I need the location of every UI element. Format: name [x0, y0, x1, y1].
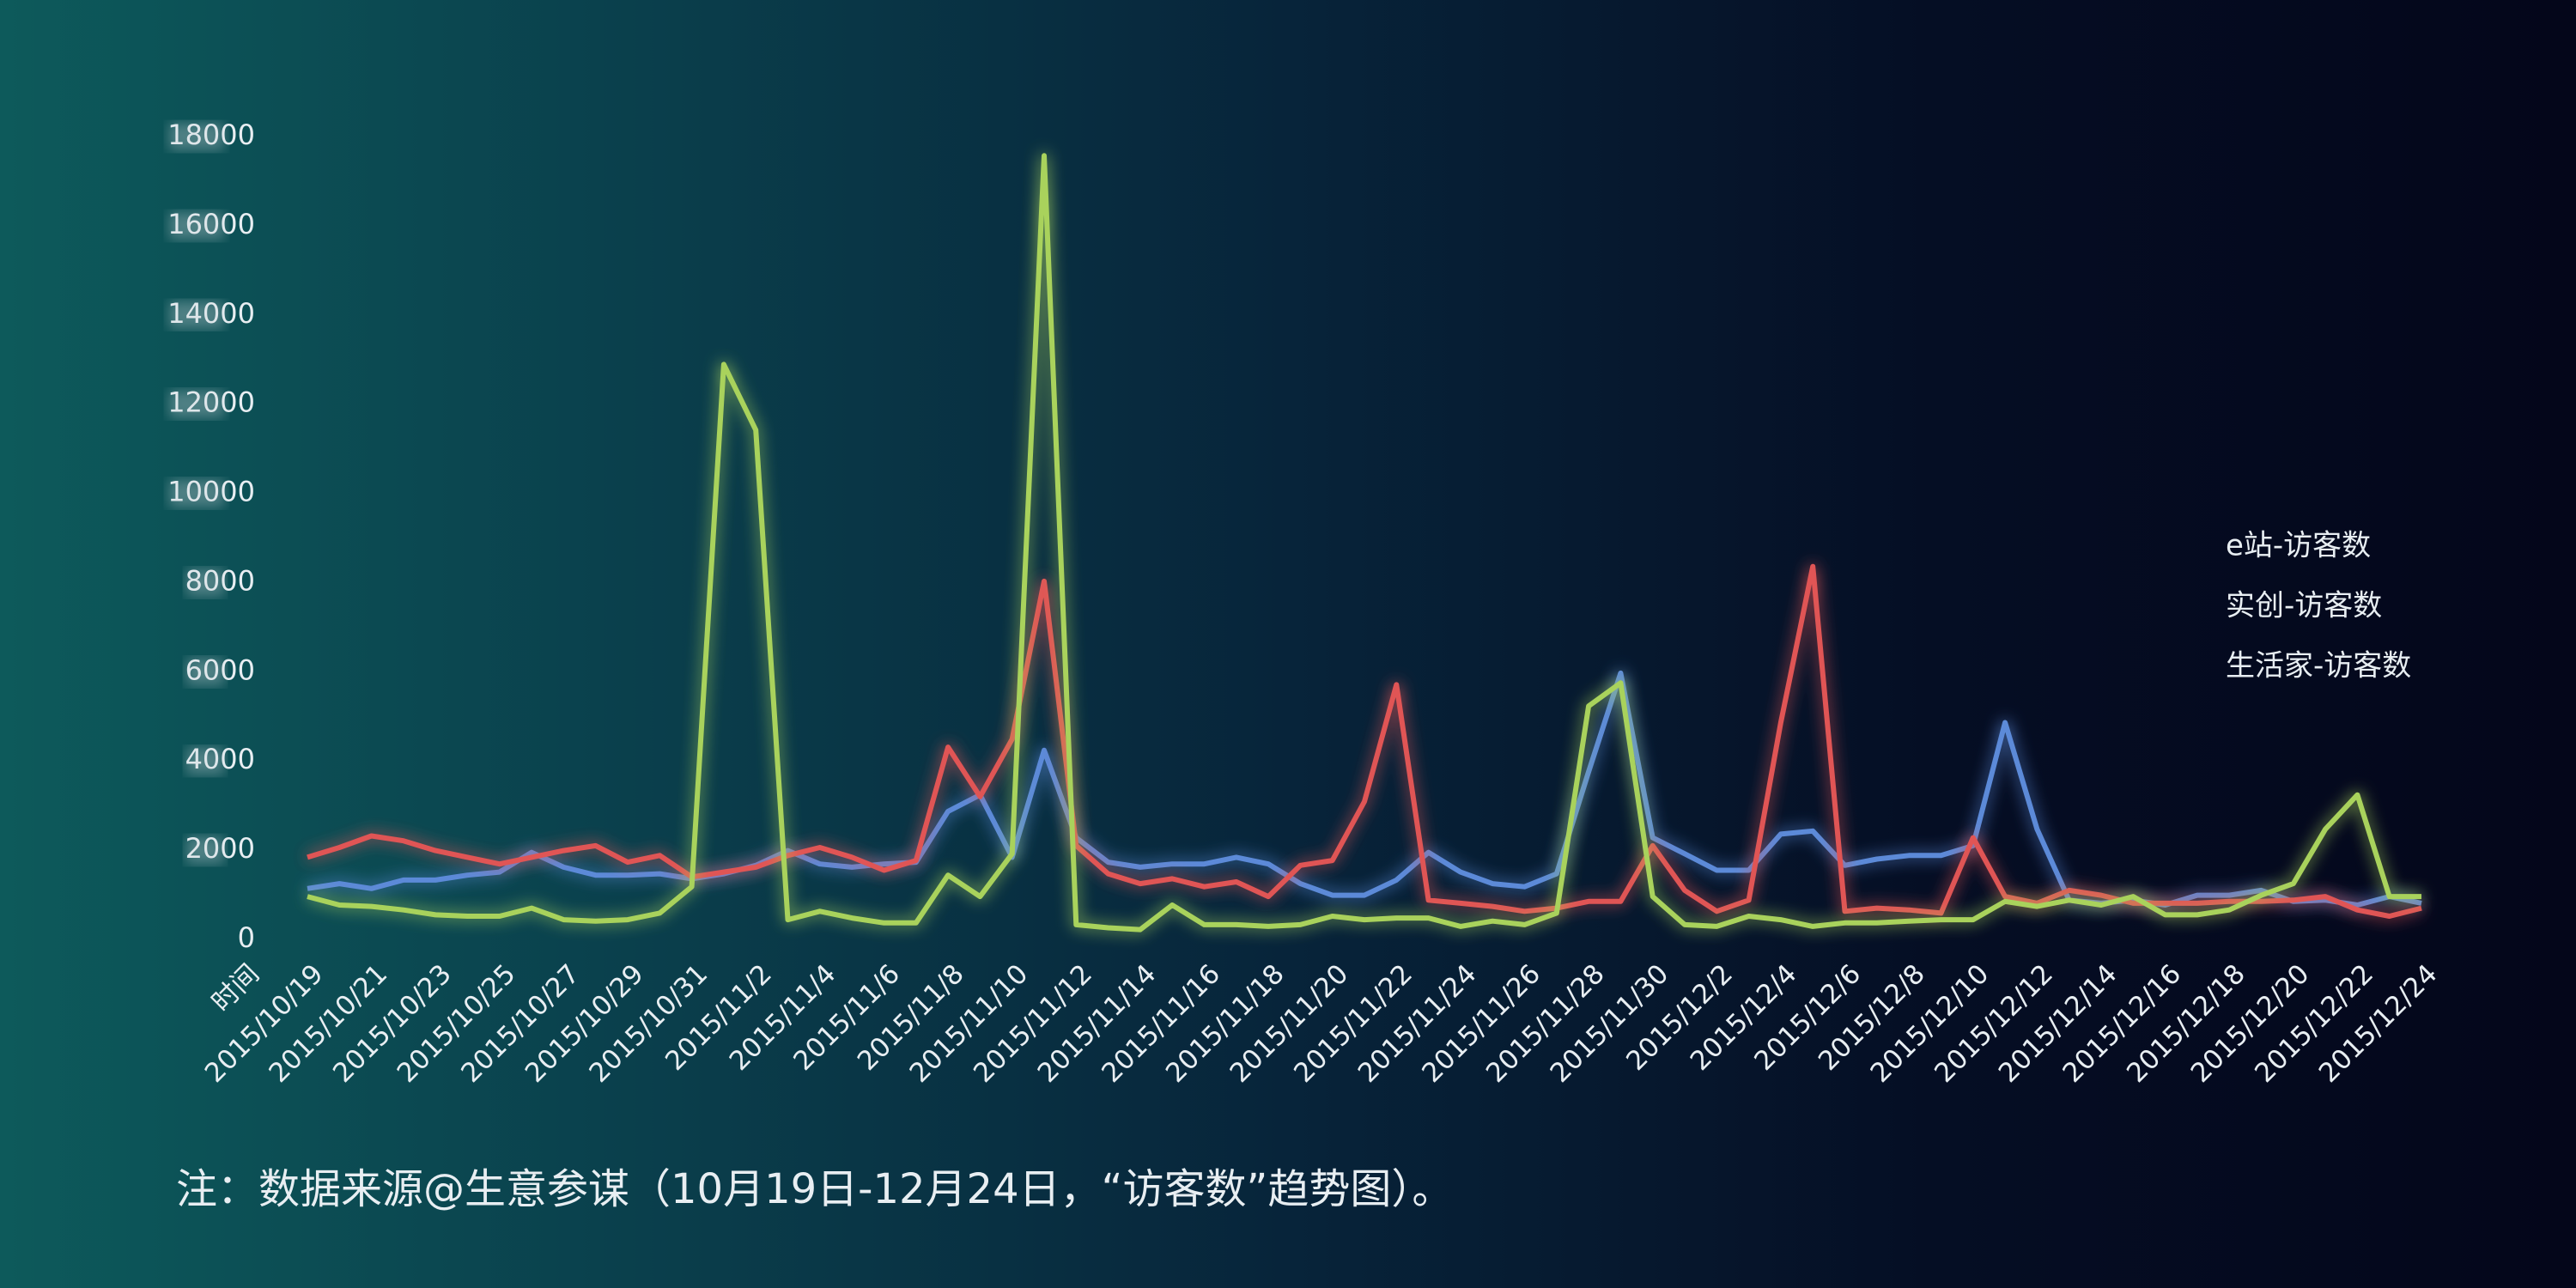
label-blur [186, 747, 224, 775]
label-blur [186, 836, 224, 865]
legend-label: e站-访客数 [2226, 529, 2371, 563]
label-blur [169, 211, 224, 240]
label-blur [169, 123, 224, 150]
y-tick-label: 0 [238, 921, 255, 954]
series-line [307, 670, 2422, 908]
label-blur [169, 479, 224, 507]
label-blur [186, 568, 224, 597]
legend-label: 实创-访客数 [2226, 589, 2382, 623]
label-blur [169, 301, 224, 329]
label-blur [169, 390, 224, 418]
legend-label: 生活家-访客数 [2226, 649, 2411, 683]
footnote: 注：数据来源@生意参谋（10月19日-12月24日，“访客数”趋势图）。 [176, 1165, 1453, 1213]
label-blur [186, 658, 224, 686]
series-line [307, 153, 2421, 933]
series-line [307, 563, 2422, 919]
